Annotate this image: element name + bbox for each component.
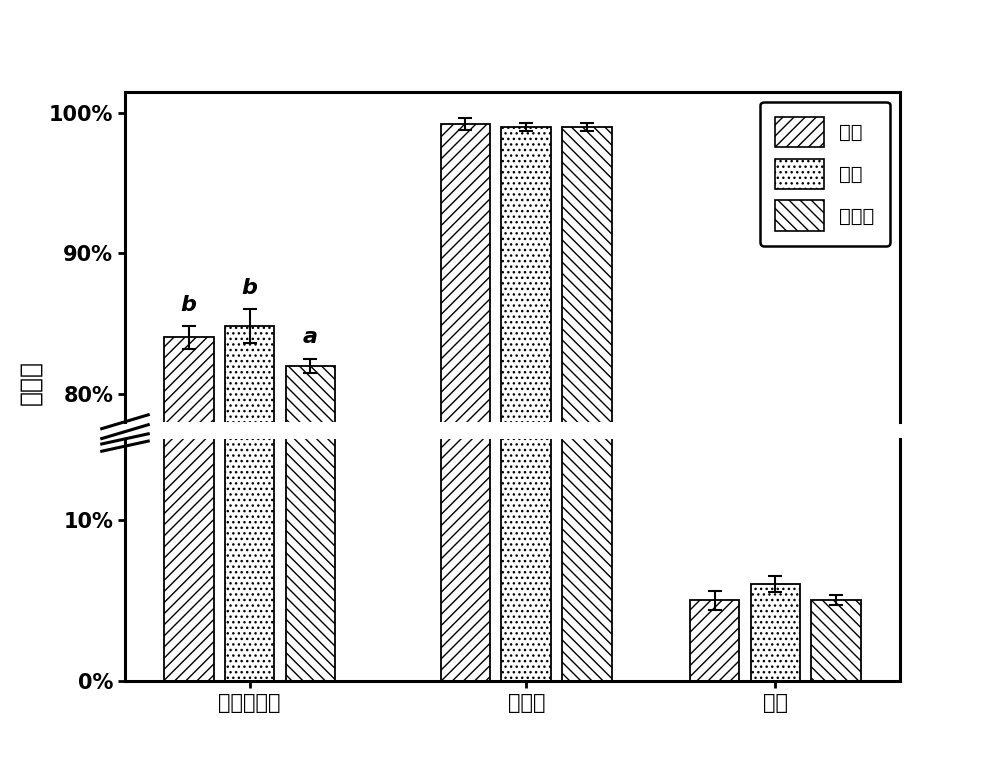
Bar — [441, 124, 490, 765]
Bar — [441, 0, 490, 681]
Text: b: b — [242, 278, 257, 298]
Bar — [751, 584, 800, 681]
Bar — [562, 127, 612, 765]
Bar — [690, 601, 739, 681]
Bar — [811, 601, 861, 681]
Bar — [164, 337, 214, 765]
Text: 百分率: 百分率 — [18, 360, 42, 405]
Bar — [286, 0, 335, 681]
Text: b: b — [181, 295, 197, 315]
Bar — [501, 127, 551, 765]
Bar — [164, 0, 214, 681]
Bar — [562, 0, 612, 681]
Bar — [286, 366, 335, 765]
Bar — [501, 0, 551, 681]
Legend: 甲醇, 乙醇, 戊二醇: 甲醇, 乙醇, 戊二醇 — [760, 102, 890, 246]
Bar — [225, 326, 274, 765]
Text: a: a — [303, 327, 318, 347]
Bar — [225, 0, 274, 681]
